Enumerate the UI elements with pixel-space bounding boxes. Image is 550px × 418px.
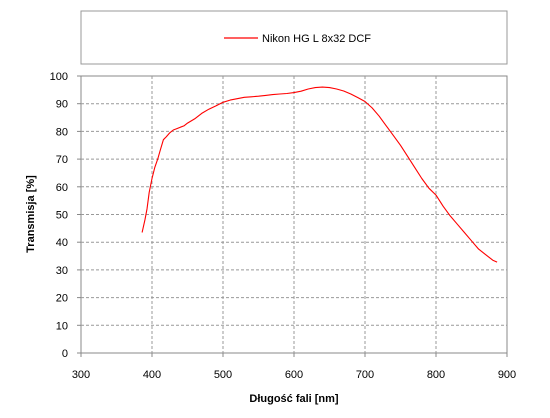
y-tick-label: 50: [56, 210, 68, 222]
legend: Nikon HG L 8x32 DCF: [80, 10, 508, 65]
x-tick-label: 900: [498, 369, 516, 381]
x-tick-label: 400: [143, 369, 161, 381]
y-tick-label: 10: [56, 320, 68, 332]
y-tick-label: 90: [56, 99, 68, 111]
x-tick-label: 700: [356, 369, 374, 381]
x-tick-label: 300: [72, 369, 90, 381]
y-tick-label: 100: [50, 71, 68, 83]
legend-label: Nikon HG L 8x32 DCF: [262, 33, 371, 45]
y-tick-label: 40: [56, 237, 68, 249]
x-axis-title: Długość fali [nm]: [249, 393, 339, 405]
x-tick-label: 500: [214, 369, 232, 381]
series-line: [141, 86, 498, 263]
y-tick-label: 20: [56, 293, 68, 305]
y-axis-ticks: 0 10 20 30 40 50 60 70 80 90 100: [50, 71, 81, 360]
y-tick-label: 70: [56, 154, 68, 166]
x-tick-label: 600: [285, 369, 303, 381]
y-tick-label: 80: [56, 126, 68, 138]
y-tick-label: 30: [56, 265, 68, 277]
y-tick-label: 60: [56, 182, 68, 194]
y-tick-label: 0: [62, 348, 68, 360]
x-axis-ticks: 300 400 500 600 700 800 900: [72, 353, 516, 381]
series-layer: [141, 86, 498, 263]
y-axis-title: Transmisja [%]: [25, 175, 37, 253]
grid: [81, 76, 507, 353]
legend-box: [80, 10, 508, 65]
x-tick-label: 800: [427, 369, 445, 381]
